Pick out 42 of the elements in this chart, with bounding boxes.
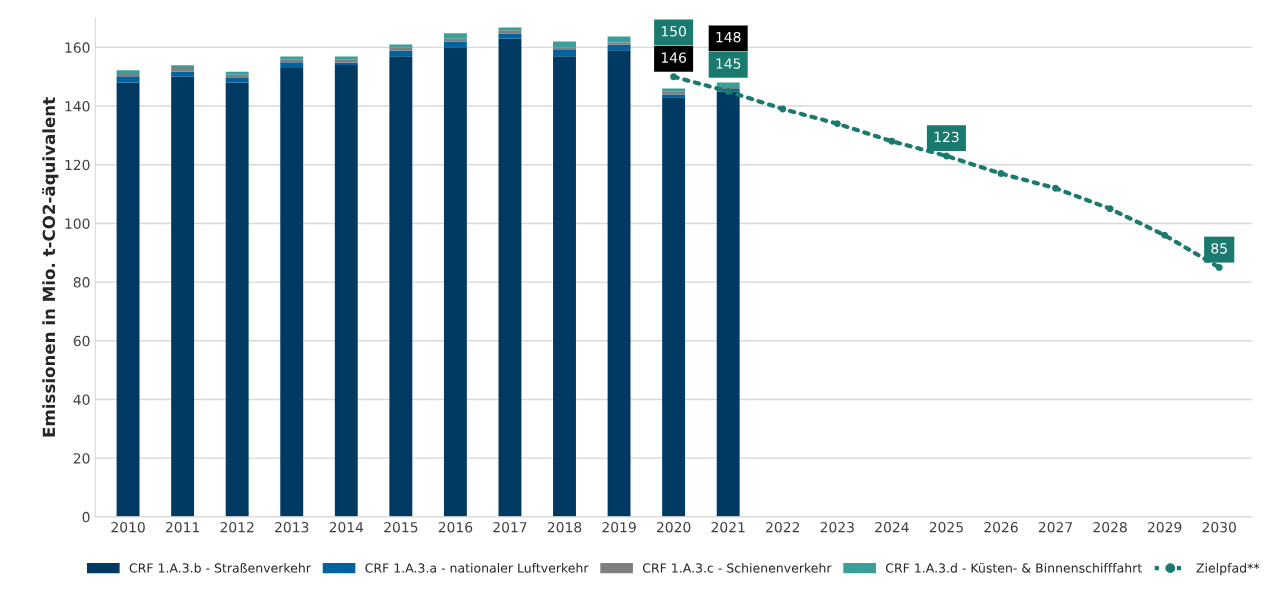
x-tick-label: 2015 bbox=[384, 521, 418, 533]
total-label: 146 bbox=[661, 52, 687, 63]
legend-label: Zielpfad** bbox=[1196, 563, 1260, 576]
y-tick-label: 60 bbox=[73, 335, 90, 347]
y-tick-label: 80 bbox=[73, 277, 90, 288]
y-tick-label: 120 bbox=[65, 159, 90, 171]
total-label: 148 bbox=[716, 31, 741, 43]
x-tick-label: 2019 bbox=[602, 521, 636, 533]
x-tick-label: 2024 bbox=[875, 521, 909, 533]
legend-label: CRF 1.A.3.b - Straßenverkehr bbox=[129, 563, 311, 573]
x-tick-label: 2026 bbox=[984, 521, 1018, 533]
data-label: 85 bbox=[1211, 243, 1227, 254]
y-tick-label: 40 bbox=[73, 394, 90, 405]
legend-label: CRF 1.A.3.a - nationaler Luftverkehr bbox=[365, 563, 589, 573]
x-tick-label: 2017 bbox=[493, 521, 527, 533]
x-tick-label: 2028 bbox=[1093, 521, 1127, 533]
y-tick-label: 20 bbox=[73, 453, 90, 464]
x-tick-label: 2027 bbox=[1038, 521, 1073, 533]
data-label: 150 bbox=[661, 26, 686, 37]
x-tick-label: 2025 bbox=[929, 521, 963, 533]
x-tick-label: 2023 bbox=[820, 521, 854, 533]
x-tick-label: 2022 bbox=[766, 521, 800, 533]
x-tick-label: 2018 bbox=[547, 521, 582, 533]
x-tick-label: 2020 bbox=[656, 521, 691, 533]
x-tick-label: 2012 bbox=[220, 521, 254, 533]
y-tick-label: 140 bbox=[65, 101, 90, 112]
x-tick-label: 2030 bbox=[1202, 521, 1236, 533]
legend-label: CRF 1.A.3.d - Küsten- & Binnenschifffahrt bbox=[885, 563, 1142, 573]
y-tick-label: 160 bbox=[65, 42, 90, 53]
data-label: 123 bbox=[934, 131, 959, 143]
data-label: 145 bbox=[716, 58, 741, 69]
legend-label: CRF 1.A.3.c - Schienenverkehr bbox=[642, 563, 832, 573]
x-tick-label: 2029 bbox=[1147, 521, 1182, 533]
y-tick-label: 0 bbox=[82, 511, 90, 523]
x-tick-label: 2010 bbox=[111, 521, 145, 533]
y-axis-title: Emissionen in Mio. t-CO2-äquivalent bbox=[42, 97, 59, 437]
x-tick-label: 2013 bbox=[275, 521, 309, 533]
y-tick-label: 100 bbox=[65, 218, 90, 229]
x-tick-label: 2021 bbox=[711, 521, 745, 533]
x-tick-label: 2016 bbox=[438, 521, 473, 533]
x-tick-label: 2014 bbox=[329, 521, 364, 533]
x-tick-label: 2011 bbox=[165, 521, 200, 533]
